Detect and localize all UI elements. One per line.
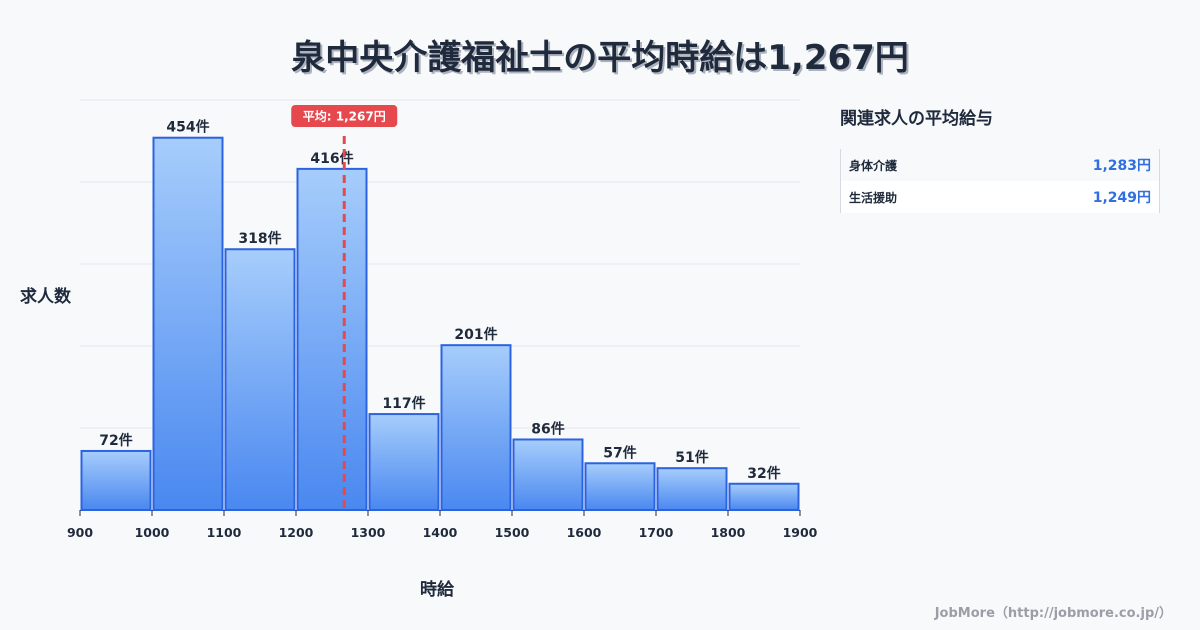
bar-value-label: 416件 [310, 150, 353, 167]
bars: 72件 454件 318件 416件 117件 201件 86件 57件 51件 32件 [80, 119, 800, 512]
bar-value-label: 318件 [238, 230, 281, 247]
bar-value-label: 454件 [166, 119, 209, 136]
bar-value-label: 57件 [603, 444, 636, 461]
histogram-bar [656, 467, 728, 511]
bar-value-label: 117件 [382, 395, 425, 412]
row-value: 1,249円 [1092, 190, 1151, 206]
bar-value-label: 86件 [531, 420, 564, 437]
tick-label: 1400 [423, 525, 458, 540]
histogram-bar [584, 462, 656, 512]
tick-label: 1200 [279, 525, 314, 540]
tick-label: 1800 [711, 525, 746, 540]
related-salary-row: 身体介護 1,283円 [841, 149, 1159, 181]
row-label: 生活援助 [849, 190, 898, 205]
bar-value-label: 201件 [454, 326, 497, 343]
average-badge [291, 105, 398, 127]
tick-label: 1500 [495, 525, 530, 540]
bar-value-label: 51件 [675, 449, 708, 466]
related-salary-table: 身体介護 1,283円 生活援助 1,249円 [840, 149, 1160, 213]
histogram-bar [224, 248, 296, 512]
average-label: 平均: 1,267円 [303, 109, 386, 124]
histogram-bar [440, 344, 512, 511]
y-axis-label: 求人数 [20, 287, 71, 307]
tick-label: 900 [67, 525, 93, 540]
tick-label: 1000 [135, 525, 170, 540]
histogram-bar [368, 413, 440, 511]
histogram-bar [80, 449, 152, 511]
related-salary-row: 生活援助 1,249円 [841, 181, 1159, 213]
page-title: 泉中央介護福祉士の平均時給は1,267円 [291, 38, 909, 78]
related-salary-title: 関連求人の平均給与 [840, 109, 993, 129]
row-value: 1,283円 [1092, 158, 1151, 174]
tick-label: 1900 [783, 525, 818, 540]
tick-label: 1700 [639, 525, 674, 540]
histogram-bar [728, 482, 800, 512]
tick-label: 1300 [351, 525, 386, 540]
footer-credit: JobMore（http://jobmore.co.jp/） [934, 606, 1172, 621]
related-salary-panel: 関連求人の平均給与 身体介護 1,283円 生活援助 1,249円 [840, 104, 1160, 213]
histogram-bar [512, 438, 584, 512]
tick-label: 1600 [567, 525, 602, 540]
x-axis-ticks: 900 1000 1100 1200 1300 1400 1500 1600 1700 1800 1… [67, 510, 818, 540]
row-label: 身体介護 [849, 158, 898, 173]
x-axis-label: 時給 [420, 580, 454, 600]
average-marker: 平均: 1,267円 [291, 105, 398, 510]
histogram-bar [296, 167, 368, 511]
histogram-bar [152, 136, 224, 511]
bar-value-label: 72件 [99, 432, 132, 449]
bar-value-label: 32件 [747, 465, 780, 482]
tick-label: 1100 [207, 525, 242, 540]
